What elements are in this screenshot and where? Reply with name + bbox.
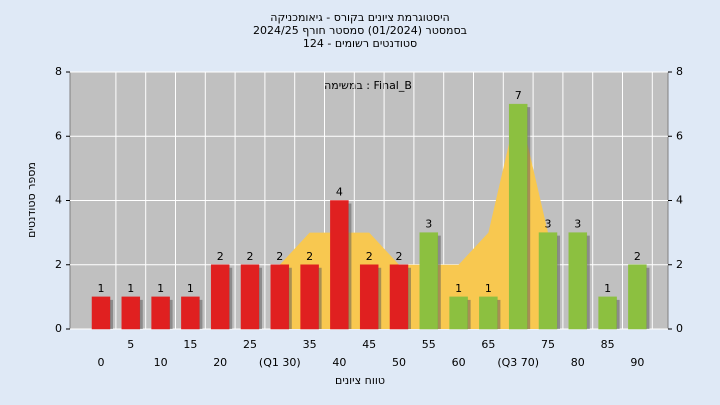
bar [210, 264, 230, 330]
data-label: 1 [485, 282, 492, 295]
x-tick-label: 40 [332, 356, 346, 369]
data-label: 1 [604, 282, 611, 295]
bar-shadow [378, 267, 382, 329]
bar [568, 232, 588, 330]
data-label: 1 [127, 282, 134, 295]
data-label: 2 [247, 250, 254, 263]
annotation: במשימה : Final_B [324, 79, 412, 92]
x-tick-label: 90 [630, 356, 644, 369]
x-tick-label: 65 [481, 338, 495, 351]
y-tick-label: 8 [55, 65, 62, 78]
x-tick-label: 20 [213, 356, 227, 369]
bar-shadow [318, 267, 322, 329]
bar [121, 296, 141, 330]
chart-title: היסטוגרמת ציונים בקורס - גיאומכניקה [270, 11, 449, 24]
x-tick-label: 85 [601, 338, 615, 351]
x-tick-label: (Q3 70) [497, 356, 539, 369]
data-label: 3 [545, 218, 552, 231]
bar-shadow [616, 299, 620, 329]
x-tick-label: 75 [541, 338, 555, 351]
x-tick-label: 50 [392, 356, 406, 369]
y2-tick-label: 4 [676, 194, 683, 207]
bar-shadow [527, 107, 531, 329]
bar-shadow [199, 299, 203, 329]
bar-shadow [557, 235, 560, 329]
data-label: 2 [366, 250, 373, 263]
bar-shadow [169, 299, 173, 329]
bar [300, 264, 319, 330]
x-axis-label: טווח ציונים [335, 374, 385, 387]
bar-shadow [259, 267, 262, 329]
x-tick-label: 60 [452, 356, 466, 369]
bar [538, 232, 558, 330]
y-axis-label: מספר סטודנטים [25, 162, 38, 238]
bar-shadow [497, 299, 501, 329]
bar [359, 264, 379, 330]
x-tick-label: 0 [98, 356, 105, 369]
x-tick-label: 45 [362, 338, 376, 351]
data-label: 2 [634, 250, 641, 263]
data-label: 1 [455, 282, 462, 295]
y-tick-label: 0 [55, 322, 62, 335]
x-tick-label: 10 [154, 356, 168, 369]
bar-shadow [110, 299, 113, 329]
y2-tick-label: 0 [676, 322, 683, 335]
bar [479, 296, 498, 330]
data-label: 2 [217, 250, 224, 263]
bar-shadow [348, 203, 352, 329]
y-tick-label: 4 [55, 194, 62, 207]
bar [240, 264, 260, 330]
x-tick-label: 35 [303, 338, 317, 351]
bar [270, 264, 290, 330]
x-tick-label: 5 [127, 338, 134, 351]
x-tick-label: 55 [422, 338, 436, 351]
y-tick-label: 2 [55, 258, 62, 271]
bar-shadow [408, 267, 411, 329]
data-label: 3 [574, 218, 581, 231]
bar [449, 296, 468, 330]
x-tick-label: (Q1 30) [259, 356, 301, 369]
bar-shadow [229, 267, 233, 329]
bar [389, 264, 409, 330]
y2-tick-label: 2 [676, 258, 683, 271]
bar-shadow [586, 235, 590, 329]
data-label: 1 [98, 282, 105, 295]
y2-tick-label: 6 [676, 129, 683, 142]
bar [91, 296, 111, 330]
bar [181, 296, 200, 330]
y2-tick-label: 8 [676, 65, 683, 78]
data-label: 1 [187, 282, 194, 295]
data-label: 3 [425, 218, 432, 231]
bar-shadow [646, 267, 650, 329]
bar [151, 296, 170, 330]
bar-shadow [437, 235, 441, 329]
bar-shadow [467, 299, 471, 329]
data-label: 4 [336, 186, 343, 199]
bar-shadow [139, 299, 143, 329]
bar [419, 232, 439, 330]
chart-title: בסמסטר (01/2024) סמסטר חורף 2024/25 [253, 24, 467, 37]
data-label: 7 [515, 89, 522, 102]
bar [598, 296, 617, 330]
chart-title: סטודנטים רשומים - 124 [303, 37, 417, 50]
x-tick-label: 80 [571, 356, 585, 369]
x-tick-label: 25 [243, 338, 257, 351]
bar [508, 103, 528, 330]
data-label: 2 [276, 250, 283, 263]
x-tick-label: 15 [183, 338, 197, 351]
data-label: 2 [306, 250, 313, 263]
data-label: 2 [396, 250, 403, 263]
bar [628, 264, 647, 330]
y-tick-label: 6 [55, 129, 62, 142]
bar [330, 200, 349, 330]
bar-shadow [288, 267, 292, 329]
data-label: 1 [157, 282, 164, 295]
